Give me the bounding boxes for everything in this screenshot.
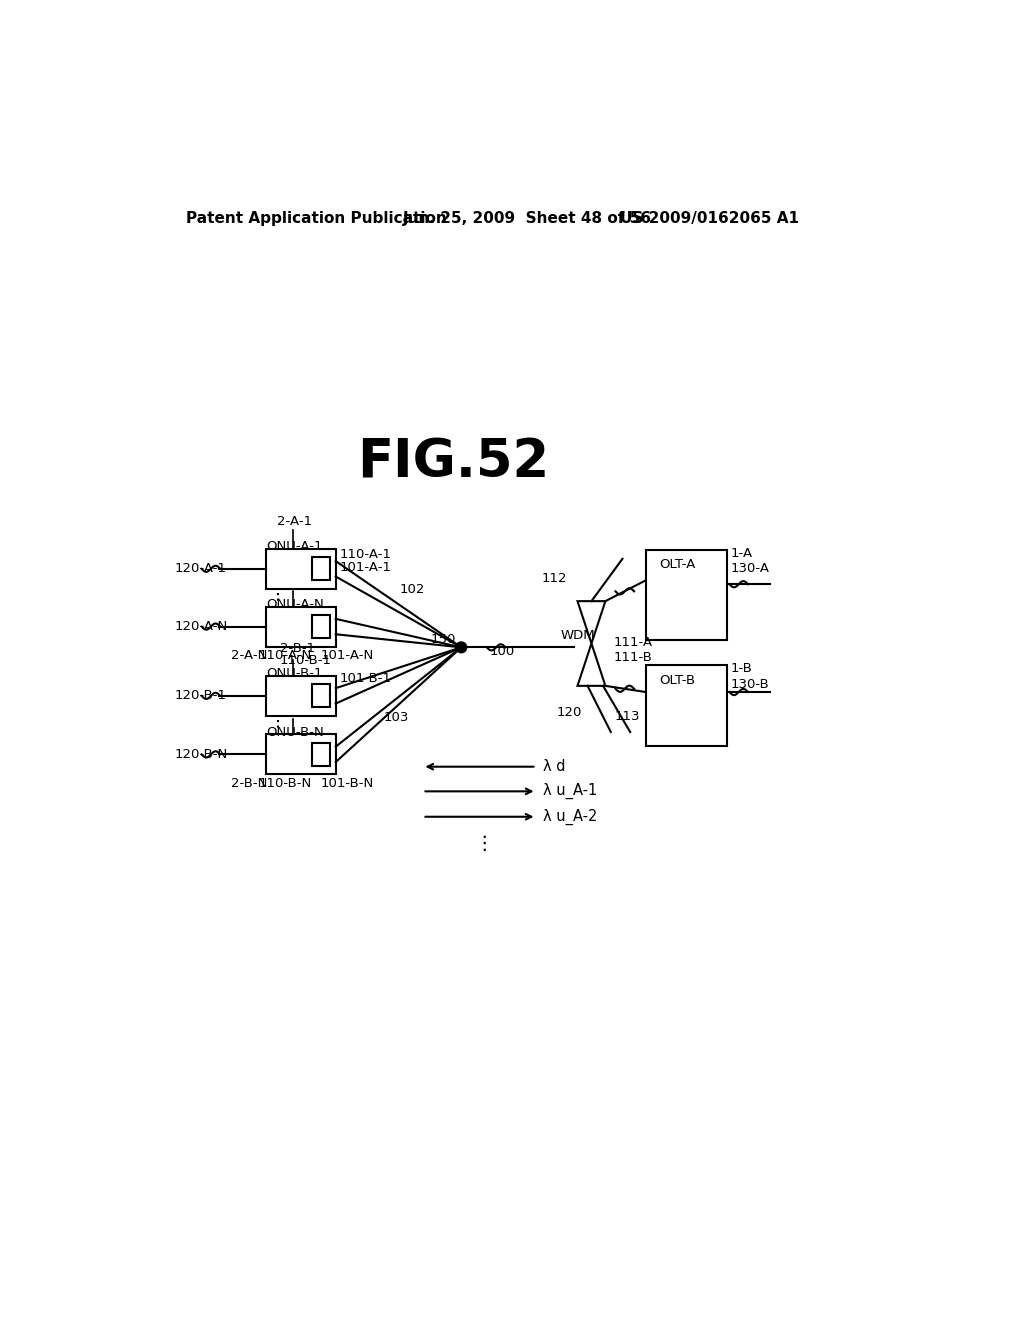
Text: ONU-A-1: ONU-A-1 (266, 540, 324, 553)
Text: 101-A-N: 101-A-N (321, 649, 374, 663)
Bar (312, 557, 330, 581)
Text: ⋮: ⋮ (475, 834, 495, 853)
Text: λ u_A-1: λ u_A-1 (543, 783, 597, 800)
Text: 130-A: 130-A (731, 562, 770, 576)
Text: 111-A: 111-A (613, 636, 652, 649)
Text: 1-A: 1-A (731, 546, 753, 560)
Text: 101-B-N: 101-B-N (321, 777, 374, 791)
Text: 130-B: 130-B (731, 677, 770, 690)
Text: FIG.52: FIG.52 (357, 437, 550, 488)
Text: λ d: λ d (543, 759, 565, 775)
Text: 110-B-1: 110-B-1 (280, 653, 332, 667)
Text: λ u_A-2: λ u_A-2 (543, 809, 597, 825)
Text: 110-A-1: 110-A-1 (340, 548, 391, 561)
Text: 120-B-N: 120-B-N (174, 748, 227, 760)
Text: Jun. 25, 2009  Sheet 48 of 56: Jun. 25, 2009 Sheet 48 of 56 (403, 211, 652, 226)
Text: OLT-A: OLT-A (659, 558, 696, 572)
Text: 111-B: 111-B (613, 651, 652, 664)
Bar (266, 676, 336, 715)
Text: 1-B: 1-B (731, 663, 753, 676)
Text: 150: 150 (430, 634, 456, 647)
Bar (312, 743, 330, 766)
Text: 112: 112 (541, 572, 566, 585)
Polygon shape (578, 644, 605, 686)
Text: OLT-B: OLT-B (659, 675, 695, 686)
Text: 113: 113 (614, 710, 640, 723)
Text: 2-A-N: 2-A-N (231, 649, 267, 663)
Text: Patent Application Publication: Patent Application Publication (186, 211, 446, 226)
Bar (266, 734, 336, 775)
Bar (646, 549, 727, 640)
Bar (312, 684, 330, 708)
Text: 2-B-N: 2-B-N (231, 777, 267, 791)
Bar (266, 549, 336, 589)
Text: ONU-B-1: ONU-B-1 (266, 667, 324, 680)
Text: 120: 120 (557, 706, 582, 719)
Text: 120-A-1: 120-A-1 (174, 562, 226, 576)
Text: ONU-A-N: ONU-A-N (266, 598, 325, 611)
Text: 101-B-1: 101-B-1 (340, 672, 391, 685)
Text: 120-B-1: 120-B-1 (174, 689, 226, 702)
Text: WDM: WDM (560, 630, 595, 643)
Text: 102: 102 (399, 583, 425, 597)
Text: US 2009/0162065 A1: US 2009/0162065 A1 (621, 211, 799, 226)
Text: 2-B-1: 2-B-1 (280, 643, 315, 656)
Polygon shape (578, 601, 605, 644)
Text: 2-A-1: 2-A-1 (276, 515, 312, 528)
Bar (312, 615, 330, 638)
Text: 101-A-1: 101-A-1 (340, 561, 391, 574)
Text: 103: 103 (384, 711, 410, 723)
Bar (646, 665, 727, 746)
Text: 100: 100 (489, 644, 514, 657)
Text: 120-A-N: 120-A-N (174, 620, 227, 634)
Circle shape (456, 642, 467, 653)
Bar (266, 607, 336, 647)
Text: 110-A-N: 110-A-N (258, 649, 311, 663)
Text: ONU-B-N: ONU-B-N (266, 726, 325, 739)
Text: 110-B-N: 110-B-N (258, 777, 311, 791)
